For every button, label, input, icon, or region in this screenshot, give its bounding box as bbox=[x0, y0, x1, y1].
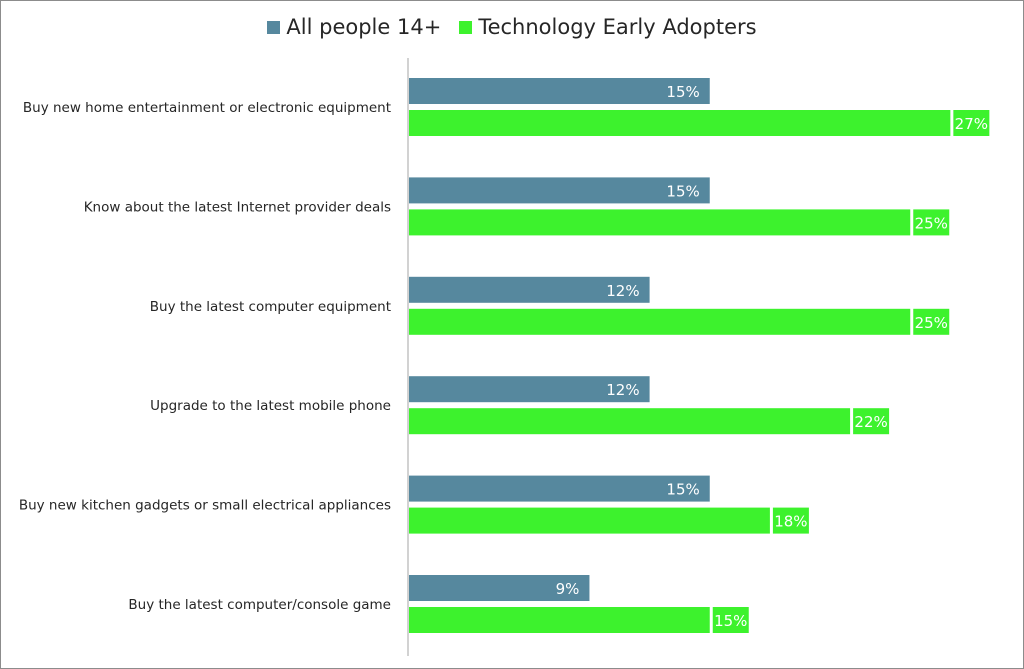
bar-all-people bbox=[409, 575, 590, 601]
data-label-all-people: 12% bbox=[606, 282, 639, 300]
data-label-early-adopters: 18% bbox=[774, 513, 807, 531]
data-label-box bbox=[712, 607, 749, 633]
data-label-all-people: 15% bbox=[666, 182, 699, 200]
bar-all-people bbox=[409, 276, 650, 303]
data-label-box bbox=[913, 209, 950, 236]
category-label: Buy new kitchen gadgets or small electri… bbox=[19, 498, 391, 514]
data-label-early-adopters: 27% bbox=[955, 115, 988, 133]
bar-early-adopters bbox=[409, 607, 710, 633]
data-label-early-adopters: 25% bbox=[915, 214, 948, 232]
data-label-early-adopters: 22% bbox=[854, 413, 887, 431]
data-label-all-people: 15% bbox=[666, 481, 699, 499]
data-label-all-people: 12% bbox=[606, 381, 639, 399]
bar-all-people bbox=[409, 78, 710, 104]
legend-item-early-adopters: Technology Early Adopters bbox=[459, 15, 757, 39]
bar-early-adopters bbox=[409, 110, 951, 136]
legend-label-early-adopters: Technology Early Adopters bbox=[478, 15, 757, 39]
bar-all-people bbox=[409, 177, 710, 204]
data-label-box bbox=[853, 408, 890, 435]
data-label-early-adopters: 15% bbox=[714, 612, 747, 630]
category-label: Buy the latest computer/console game bbox=[128, 597, 391, 613]
legend: All people 14+ Technology Early Adopters bbox=[1, 15, 1023, 39]
data-label-box bbox=[772, 507, 809, 534]
bar-all-people bbox=[409, 475, 710, 502]
data-label-early-adopters: 25% bbox=[915, 314, 948, 332]
category-label: Buy the latest computer equipment bbox=[150, 299, 391, 315]
legend-swatch-all-people bbox=[267, 20, 281, 34]
bar-early-adopters bbox=[409, 507, 770, 534]
category-label: Buy new home entertainment or electronic… bbox=[23, 100, 391, 116]
data-label-box bbox=[913, 308, 950, 335]
legend-swatch-early-adopters bbox=[459, 20, 473, 34]
data-label-all-people: 9% bbox=[556, 580, 580, 598]
bar-early-adopters bbox=[409, 209, 911, 236]
category-label: Upgrade to the latest mobile phone bbox=[150, 398, 391, 414]
data-label-all-people: 15% bbox=[666, 83, 699, 101]
bar-early-adopters bbox=[409, 308, 911, 335]
legend-item-all-people: All people 14+ bbox=[267, 15, 441, 39]
bar-early-adopters bbox=[409, 408, 851, 435]
data-label-box bbox=[953, 110, 990, 136]
category-label: Know about the latest Internet provider … bbox=[84, 199, 391, 215]
legend-label-all-people: All people 14+ bbox=[286, 15, 442, 39]
bar-all-people bbox=[409, 376, 650, 403]
